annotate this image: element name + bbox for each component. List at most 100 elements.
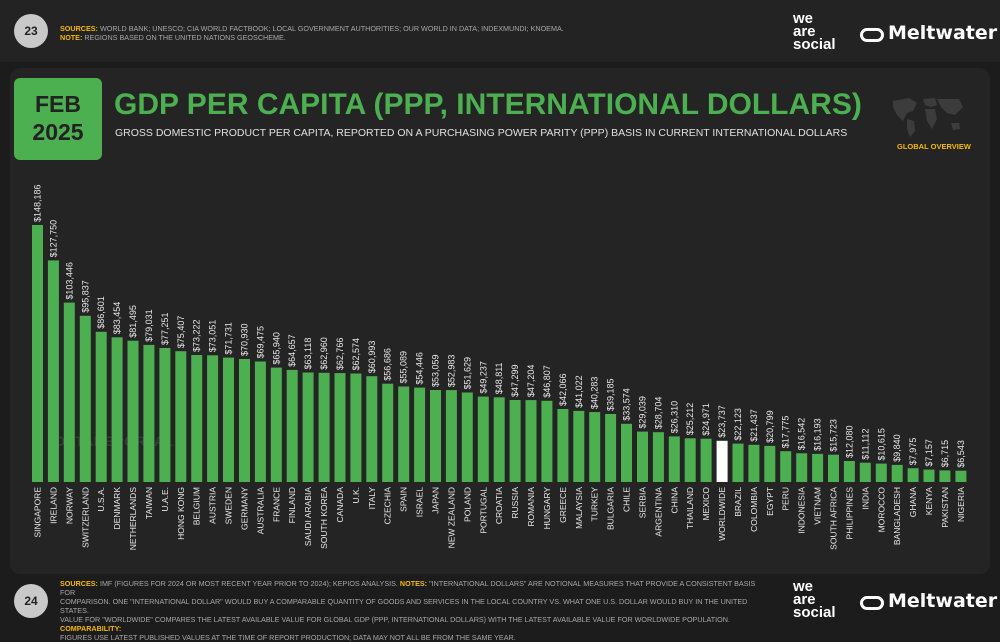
category-label: NETHERLANDS (128, 487, 138, 551)
value-label: $6,543 (956, 440, 966, 468)
bar-japan (430, 390, 441, 482)
bar-worldwide (716, 440, 728, 482)
bar-colombia (748, 444, 760, 482)
value-label: $29,039 (638, 396, 648, 429)
category-label: MOROCCO (876, 487, 886, 533)
category-label: SOUTH AFRICA (829, 487, 839, 550)
category-label: ITALY (367, 487, 377, 510)
value-label: $17,775 (781, 416, 791, 449)
bar-belgium (191, 355, 203, 482)
value-label: $42,066 (558, 373, 568, 406)
date-month: FEB (35, 91, 81, 117)
category-label: U.K. (351, 487, 361, 504)
bar-hong-kong (175, 351, 187, 482)
bar-chile (621, 423, 632, 482)
value-label: $46,807 (542, 365, 552, 398)
category-label: EGYPT (765, 487, 775, 516)
note-label: NOTE: (60, 33, 83, 42)
bar-russia (509, 400, 521, 482)
value-label: $60,993 (367, 341, 377, 374)
value-label: $63,118 (303, 338, 313, 370)
bar-taiwan (143, 344, 155, 482)
value-label: $21,437 (749, 409, 759, 442)
category-label: AUSTRIA (208, 487, 218, 524)
category-label: WORLDWIDE (717, 487, 727, 541)
category-label: SWEDEN (224, 487, 234, 524)
category-label: BULGARIA (606, 487, 616, 530)
value-label: $51,629 (462, 357, 472, 390)
value-label: $52,983 (446, 355, 456, 388)
category-label: COLOMBIA (749, 487, 759, 532)
footer-brand-line-1: we (793, 578, 814, 595)
category-label: FRANCE (271, 487, 281, 522)
value-label: $55,089 (399, 351, 409, 384)
value-label: $53,059 (431, 354, 441, 387)
value-label: $41,022 (574, 375, 584, 408)
bar-israel (414, 387, 426, 482)
value-label: $62,960 (319, 337, 329, 370)
bar-finland (286, 369, 298, 482)
category-label: CHINA (669, 487, 679, 514)
value-label: $20,799 (765, 410, 775, 443)
value-label: $77,251 (160, 312, 170, 345)
value-label: $49,237 (478, 361, 488, 394)
value-label: $70,930 (240, 323, 250, 356)
bar-south-africa (828, 454, 839, 482)
category-label: CHILE (622, 487, 632, 512)
value-label: $79,031 (144, 309, 154, 342)
value-label: $33,574 (622, 388, 632, 421)
category-label: SAUDI ARABIA (303, 487, 313, 546)
bar-saudi-arabia (302, 372, 314, 482)
bar-new-zealand (445, 390, 457, 482)
bar-austria (207, 355, 219, 482)
value-label: $28,704 (653, 397, 663, 430)
meltwater-logo: Meltwater (888, 22, 998, 44)
value-label: $23,737 (717, 405, 727, 438)
bar-portugal (477, 396, 489, 482)
category-label: U.A.E. (160, 487, 170, 512)
bar-romania (525, 400, 537, 482)
category-label: PORTUGAL (478, 487, 488, 534)
footer-page-number-badge: 24 (14, 584, 48, 618)
footer-notes-line-2: COMPARISON. ONE "INTERNATIONAL DOLLAR" W… (60, 597, 748, 615)
bar-india (859, 462, 871, 482)
value-label: $56,686 (383, 348, 393, 381)
category-label: VIETNAM (813, 487, 823, 525)
brand-line-1: we (793, 10, 814, 27)
category-label: INDIA (860, 487, 870, 510)
bar-u-s-a- (95, 331, 107, 482)
category-label: ROMANIA (526, 487, 536, 527)
category-label: HUNGARY (542, 487, 552, 530)
header-sources: SOURCES: WORLD BANK; UNESCO; CIA WORLD F… (60, 24, 760, 42)
category-label: NIGERIA (956, 487, 966, 522)
bar-brazil (732, 443, 744, 482)
bar-hungary (541, 400, 553, 482)
bar-poland (461, 392, 473, 482)
bar-croatia (493, 397, 505, 482)
bar-malaysia (573, 410, 585, 482)
value-label: $73,051 (208, 320, 218, 353)
bar-spain (398, 386, 410, 482)
bar-kenya (923, 469, 935, 482)
value-label: $48,811 (494, 362, 504, 394)
world-map-icon (893, 98, 963, 137)
date-badge: FEB 2025 (14, 78, 102, 160)
footer-brand-line-2: are (793, 591, 816, 608)
bar-thailand (684, 438, 696, 482)
category-label: BRAZIL (733, 487, 743, 517)
category-label: RUSSIA (510, 487, 520, 519)
category-label: JAPAN (431, 487, 441, 514)
bar-italy (366, 376, 378, 482)
bar-china (668, 436, 680, 482)
footer-we-are-social-logo: we are social (793, 578, 836, 620)
value-label: $62,766 (335, 338, 345, 371)
footer-notes-label: NOTES: (399, 579, 428, 588)
category-label: IRELAND (48, 487, 58, 524)
value-label: $69,475 (255, 326, 265, 359)
bar-u-a-e- (159, 348, 171, 482)
slide-subtitle: GROSS DOMESTIC PRODUCT PER CAPITA, REPOR… (115, 127, 848, 139)
footer-sources-text: IMF (FIGURES FOR 2024 OR MOST RECENT YEA… (99, 579, 398, 588)
category-label: NEW ZEALAND (446, 487, 456, 548)
page-number-badge: 23 (14, 14, 48, 48)
bar-nigeria (955, 470, 967, 482)
